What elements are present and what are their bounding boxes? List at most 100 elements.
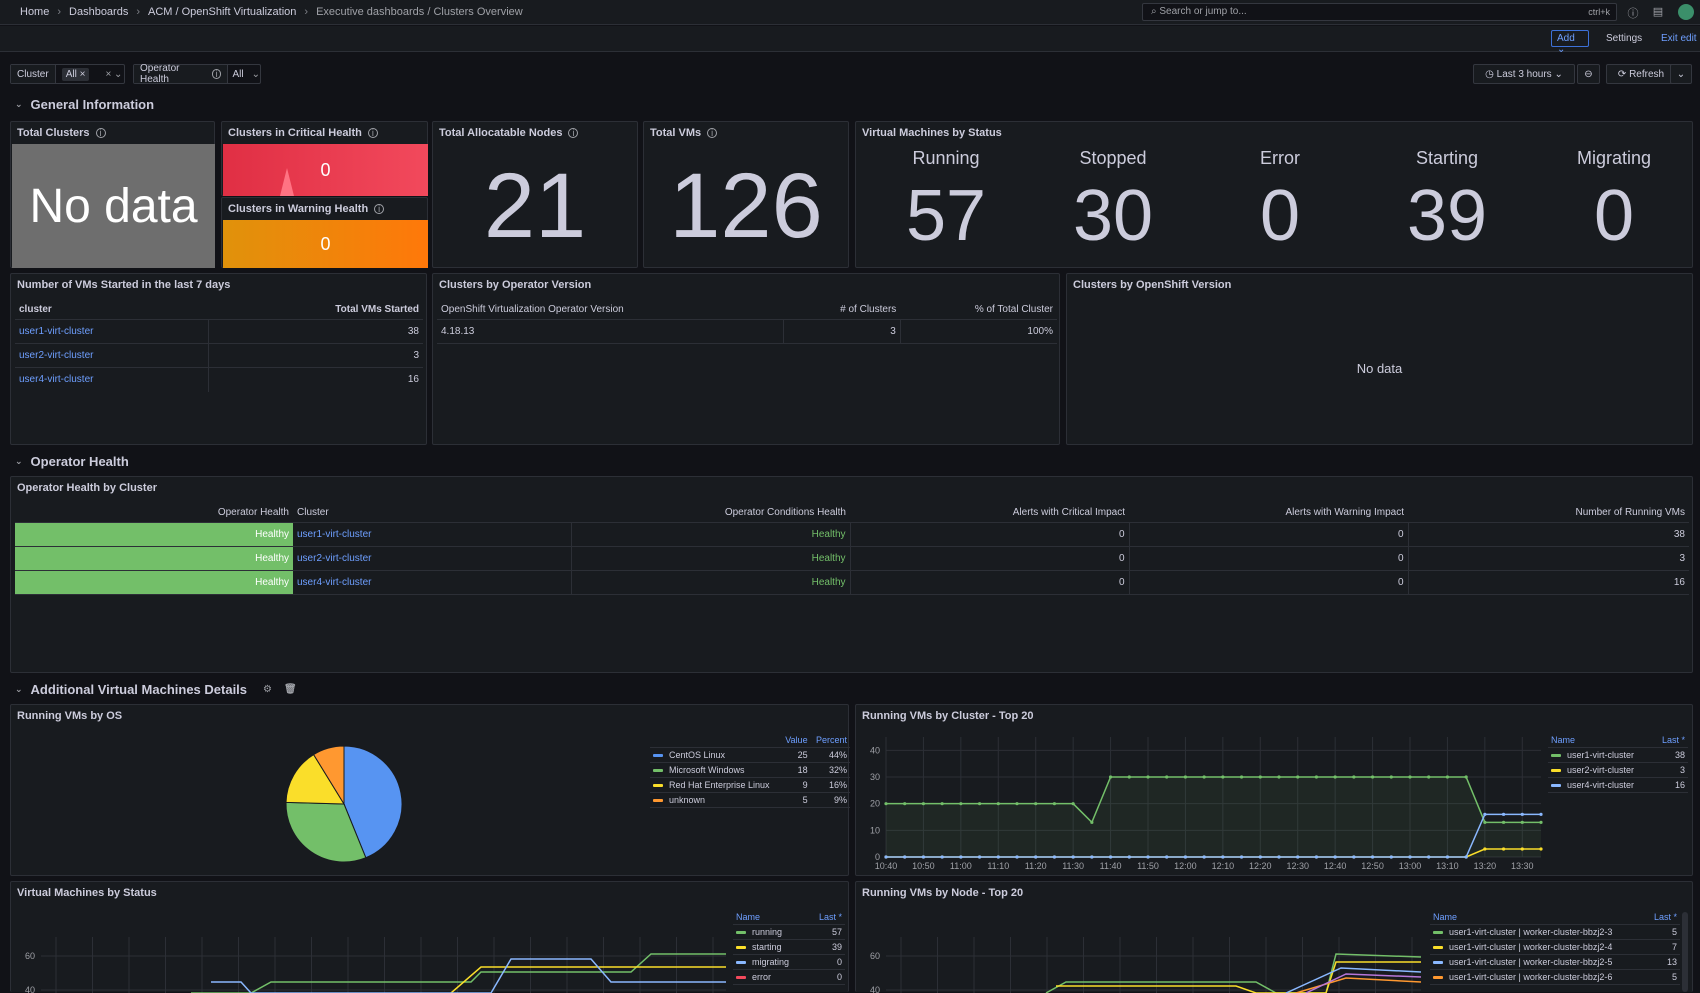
operator-health-variable-label: Operator Health i <box>134 63 229 85</box>
pie-slice <box>285 753 345 805</box>
settings-button[interactable]: Settings <box>1606 33 1643 44</box>
legend-item[interactable]: error 0 <box>733 969 845 985</box>
data-point <box>1445 855 1450 859</box>
refresh-interval-dropdown[interactable]: ⌄ <box>1670 64 1692 84</box>
column-header[interactable]: Alerts with Critical Impact <box>850 503 1129 523</box>
avatar[interactable] <box>1678 4 1694 20</box>
data-point <box>1296 775 1300 779</box>
data-point <box>1034 802 1038 806</box>
add-button[interactable]: Add ⌄ <box>1551 30 1589 55</box>
column-header[interactable]: % of Total Cluster <box>900 300 1057 320</box>
series-line <box>191 953 726 993</box>
legend-item[interactable]: user1-virt-cluster | worker-cluster-bbzj… <box>1430 939 1680 955</box>
clear-icon[interactable]: × ⌄ <box>105 68 123 80</box>
legend-item[interactable]: Microsoft Windows 18 32% <box>650 762 850 778</box>
legend-item[interactable]: CentOS Linux 25 44% <box>650 747 850 763</box>
column-header[interactable]: Cluster <box>293 503 571 523</box>
cluster-variable[interactable]: Cluster All × × ⌄ <box>10 64 125 84</box>
legend-header[interactable]: Name <box>1548 733 1654 748</box>
vms-value: 126 <box>669 155 823 257</box>
legend-item[interactable]: migrating 0 <box>733 954 845 970</box>
cluster-link[interactable]: user4-virt-cluster <box>15 367 210 392</box>
legend-header[interactable]: Last * <box>1646 910 1680 925</box>
cluster-variable-value[interactable]: All × <box>61 67 90 81</box>
legend-header[interactable]: Last * <box>808 910 845 925</box>
breadcrumb-dashboards[interactable]: Dashboards <box>69 6 129 18</box>
x-tick-label: 12:00 <box>1174 861 1197 871</box>
panel-title: Clusters by OpenShift Version <box>1073 279 1232 291</box>
legend-item[interactable]: Red Hat Enterprise Linux 9 16% <box>650 777 850 793</box>
legend-item[interactable]: starting 39 <box>733 939 845 955</box>
legend-header[interactable]: Name <box>733 910 809 925</box>
operator-version-panel: Clusters by Operator Version OpenShift V… <box>432 273 1060 445</box>
operator-health-variable[interactable]: Operator Health i All ⌄ <box>133 63 261 85</box>
node-line-chart: 40 60 <box>870 937 1422 993</box>
refresh-button[interactable]: ⟳ Refresh <box>1606 64 1676 84</box>
news-icon[interactable]: ▤ <box>1652 6 1664 18</box>
info-icon: i <box>95 128 106 138</box>
column-header[interactable]: cluster <box>15 300 209 320</box>
column-header[interactable]: Number of Running VMs <box>1408 503 1689 523</box>
legend-item[interactable]: user1-virt-cluster | worker-cluster-bbzj… <box>1430 969 1680 985</box>
cluster-link[interactable]: user1-virt-cluster <box>15 319 210 344</box>
legend-item[interactable]: user1-virt-cluster | worker-cluster-bbzj… <box>1430 954 1680 970</box>
search-input[interactable]: ⌕ Search or jump to... ctrl+k <box>1142 3 1617 21</box>
legend-item[interactable]: user1-virt-cluster 38 <box>1548 747 1688 763</box>
refresh-icon: ⟳ <box>1617 68 1630 80</box>
cluster-link[interactable]: user4-virt-cluster <box>293 570 572 595</box>
legend-item[interactable]: user4-virt-cluster 16 <box>1548 777 1688 793</box>
data-point <box>1258 775 1262 779</box>
data-point <box>1108 775 1113 779</box>
breadcrumb-separator-icon: › <box>304 6 309 18</box>
column-header[interactable]: Alerts with Warning Impact <box>1129 503 1408 523</box>
column-header[interactable]: Operator Conditions Health <box>571 503 850 523</box>
data-point <box>884 855 888 859</box>
row-general-information[interactable]: ⌄ General Information <box>15 97 155 112</box>
conditions-cell: Healthy <box>571 522 851 547</box>
cluster-link[interactable]: user2-virt-cluster <box>15 343 210 368</box>
info-icon: i <box>211 69 222 79</box>
cluster-link[interactable]: user2-virt-cluster <box>293 546 572 571</box>
table-cell: 0 <box>850 522 1130 547</box>
zoom-out-button[interactable]: ⊖ <box>1577 64 1600 84</box>
column-header[interactable]: Total VMs Started <box>208 300 423 320</box>
y-tick-label: 60 <box>25 951 35 961</box>
legend-item[interactable]: unknown 5 9% <box>650 792 850 808</box>
breadcrumb-folder[interactable]: ACM / OpenShift Virtualization <box>148 6 297 18</box>
column-header[interactable]: OpenShift Virtualization Operator Versio… <box>437 300 784 320</box>
data-point <box>1090 820 1094 824</box>
operator-health-variable-value[interactable]: All <box>232 68 244 80</box>
legend-item[interactable]: running 57 <box>733 924 845 940</box>
breadcrumb-home[interactable]: Home <box>20 6 50 18</box>
time-picker[interactable]: ◷ Last 3 hours ⌄ <box>1473 64 1575 84</box>
row-operator-health[interactable]: ⌄ Operator Health <box>15 454 129 469</box>
series-line <box>1305 973 1422 993</box>
legend-swatch <box>1551 769 1561 773</box>
panel-title: Clusters in Critical Health <box>228 127 362 139</box>
scrollbar[interactable] <box>1682 912 1688 992</box>
data-point <box>1501 820 1506 824</box>
exit-edit-button[interactable]: Exit edit <box>1661 33 1697 44</box>
data-point <box>1539 847 1543 851</box>
gear-icon[interactable]: ⚙ <box>263 684 272 695</box>
data-point <box>1183 855 1188 859</box>
allocatable-nodes-panel: Total Allocatable Nodes i 21 <box>432 121 638 268</box>
chevron-down-icon: ⌄ <box>15 456 23 466</box>
legend-header[interactable]: Last * <box>1653 733 1688 748</box>
trash-icon[interactable]: 🗑 <box>284 684 297 695</box>
clock-icon: ◷ <box>1485 68 1497 80</box>
cluster-line-panel: Running VMs by Cluster - Top 20 0 10 20 30 4… <box>855 704 1693 876</box>
help-icon[interactable]: ⓘ <box>1627 8 1639 20</box>
row-additional-vm-details[interactable]: ⌄ Additional Virtual Machines Details ⚙ 🗑 <box>15 682 297 697</box>
cluster-link[interactable]: user1-virt-cluster <box>293 522 572 547</box>
legend-header[interactable]: Percent <box>810 733 850 748</box>
legend-header[interactable]: Name <box>1430 910 1647 925</box>
legend-item[interactable]: user1-virt-cluster | worker-cluster-bbzj… <box>1430 924 1680 940</box>
column-header[interactable]: Operator Health <box>15 503 293 523</box>
column-header[interactable]: # of Clusters <box>783 300 901 320</box>
series-line <box>1285 967 1422 993</box>
panel-title: Clusters in Warning Health <box>228 203 369 215</box>
legend-item[interactable]: user2-virt-cluster 3 <box>1548 762 1688 778</box>
vm-status-line-panel: Virtual Machines by Status 40 60 Name Last… <box>10 881 849 993</box>
legend-header[interactable]: Value <box>780 733 811 748</box>
